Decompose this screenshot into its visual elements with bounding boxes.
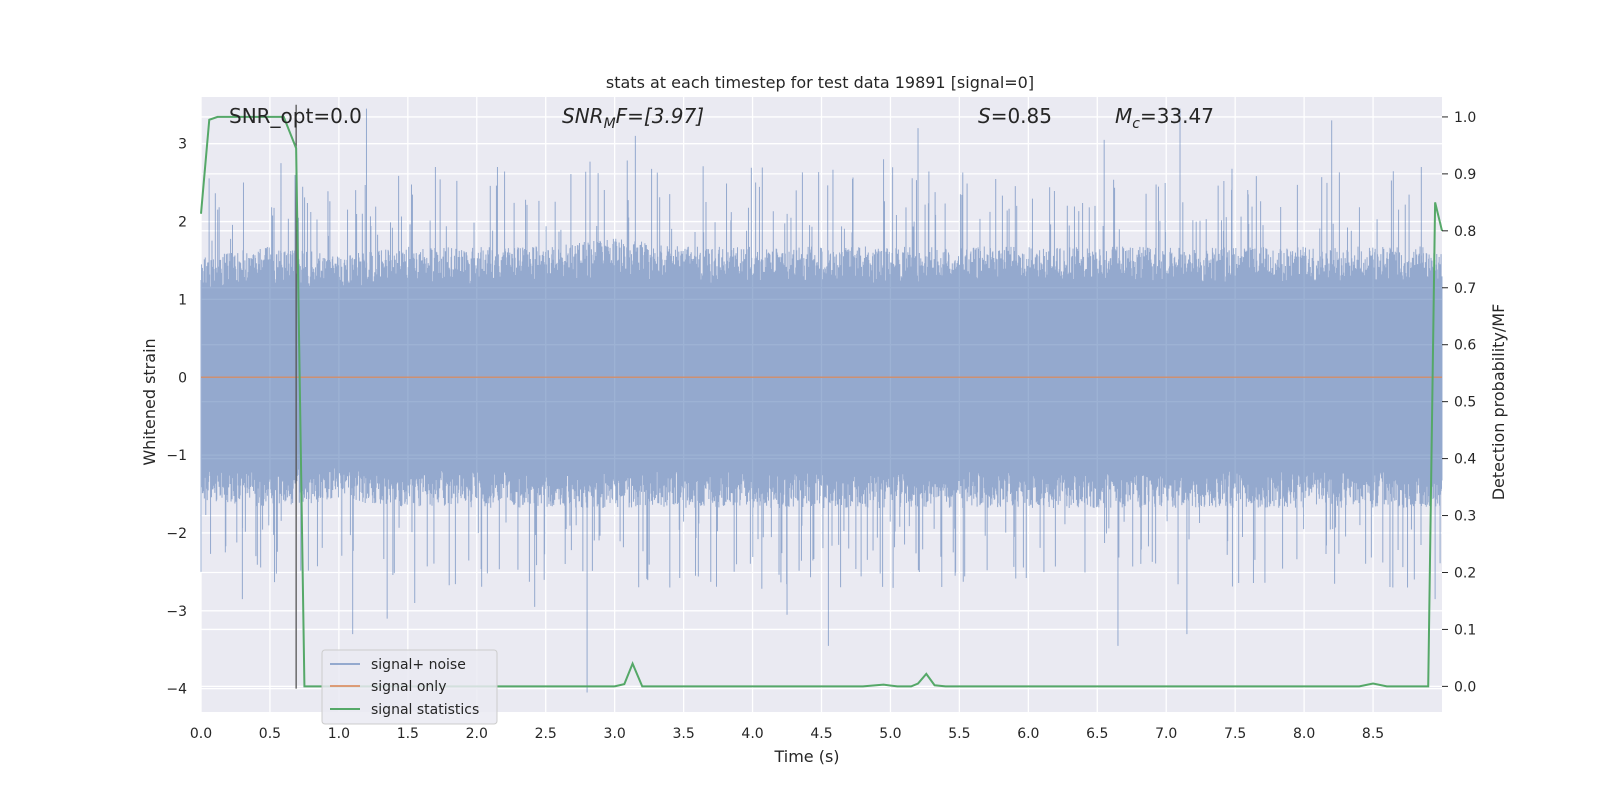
y-left-tick-label: −4 xyxy=(166,682,187,698)
y-right-tick-label: 0.3 xyxy=(1454,509,1476,525)
x-axis-ticks: 0.0 0.5 1.0 1.5 2.0 2.5 3.0 3.5 4.0 4.5 5.0 5.5 6.0 6… xyxy=(190,726,1384,742)
y-axis-left-label: Whitened strain xyxy=(140,338,159,465)
x-axis-label: Time (s) xyxy=(773,747,839,766)
y-left-tick-label: −3 xyxy=(166,604,187,620)
annotation-mc: Mc=33.47 xyxy=(1115,104,1214,132)
svg-text:signal only: signal only xyxy=(371,679,446,695)
x-tick-label: 4.0 xyxy=(741,726,763,742)
y-axis-right-ticks: 0.0 0.1 0.2 0.3 0.4 0.5 0.6 0.7 0.8 0.9 1.0 xyxy=(1442,110,1476,695)
annotation-s: S=0.85 xyxy=(978,104,1052,128)
series-signal-statistics-line xyxy=(200,115,1443,688)
legend-item-signal-noise: signal+ noise xyxy=(330,657,466,673)
x-tick-label: 8.0 xyxy=(1293,726,1315,742)
legend-item-signal-statistics: signal statistics xyxy=(330,702,479,718)
x-tick-label: 4.5 xyxy=(810,726,832,742)
y-right-tick-label: 0.7 xyxy=(1454,281,1476,297)
x-tick-label: 6.5 xyxy=(1086,726,1108,742)
y-left-tick-label: 3 xyxy=(178,137,187,153)
y-left-tick-label: 1 xyxy=(178,292,187,308)
x-tick-label: 0.0 xyxy=(190,726,212,742)
legend: signal+ noise signal only signal statist… xyxy=(321,649,498,725)
y-axis-right-label: Detection probability/MF xyxy=(1489,304,1508,501)
x-tick-label: 3.0 xyxy=(604,726,626,742)
x-tick-label: 1.5 xyxy=(397,726,419,742)
y-right-tick-label: 0.2 xyxy=(1454,565,1476,581)
x-tick-label: 0.5 xyxy=(259,726,281,742)
x-tick-label: 3.5 xyxy=(672,726,694,742)
y-right-tick-label: 0.9 xyxy=(1454,167,1476,183)
x-tick-label: 8.5 xyxy=(1362,726,1384,742)
y-left-tick-label: 2 xyxy=(178,215,187,231)
y-left-tick-label: 0 xyxy=(178,370,187,386)
annotation-snr-mf: SNRMF=[3.97] xyxy=(562,104,704,132)
y-right-tick-label: 0.5 xyxy=(1454,395,1476,411)
series-signal-noise-path xyxy=(200,108,1443,693)
y-right-tick-label: 0.6 xyxy=(1454,338,1476,354)
y-right-tick-label: 0.8 xyxy=(1454,224,1476,240)
y-left-tick-label: −2 xyxy=(166,526,187,542)
x-tick-label: 6.0 xyxy=(1017,726,1039,742)
y-right-tick-label: 0.4 xyxy=(1454,452,1476,468)
x-tick-label: 2.5 xyxy=(535,726,557,742)
svg-text:signal+ noise: signal+ noise xyxy=(371,657,466,673)
y-right-tick-label: 0.0 xyxy=(1454,679,1476,695)
series-signal-noise xyxy=(200,108,1443,693)
x-tick-label: 7.0 xyxy=(1155,726,1177,742)
annotation-snr-opt: SNR_opt=0.0 xyxy=(229,104,362,128)
y-axis-left-ticks: −4 −3 −2 −1 0 1 2 3 xyxy=(166,137,187,698)
x-tick-label: 5.0 xyxy=(879,726,901,742)
x-tick-label: 7.5 xyxy=(1224,726,1246,742)
svg-text:signal statistics: signal statistics xyxy=(371,702,479,718)
y-right-tick-label: 0.1 xyxy=(1454,622,1476,638)
x-tick-label: 2.0 xyxy=(466,726,488,742)
chart-title: stats at each timestep for test data 198… xyxy=(606,73,1034,92)
y-left-tick-label: −1 xyxy=(166,448,187,464)
legend-item-signal-only: signal only xyxy=(330,679,446,695)
y-right-tick-label: 1.0 xyxy=(1454,110,1476,126)
x-tick-label: 1.0 xyxy=(328,726,350,742)
x-tick-label: 5.5 xyxy=(948,726,970,742)
series-signal-statistics xyxy=(200,115,1443,688)
